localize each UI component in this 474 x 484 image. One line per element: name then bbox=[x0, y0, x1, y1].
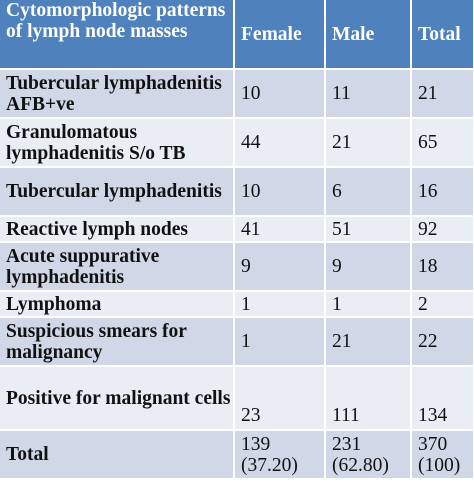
total-row: Total 139 (37.20) 231 (62.80) 370 (100) bbox=[0, 430, 474, 480]
male-cell: 1 bbox=[325, 291, 412, 318]
header-row: Cytomorphologic patterns of lymph node m… bbox=[0, 0, 474, 70]
male-total-count: 231 bbox=[332, 433, 362, 455]
total-cell: 65 bbox=[411, 118, 474, 168]
table-row: Granulomatous lymphadenitis S/o TB 44 21… bbox=[0, 118, 474, 168]
header-female: Female bbox=[234, 0, 326, 70]
header-pattern: Cytomorphologic patterns of lymph node m… bbox=[0, 0, 235, 70]
male-cell: 11 bbox=[325, 69, 412, 119]
female-total-count: 139 bbox=[241, 433, 271, 455]
male-cell: 6 bbox=[325, 167, 412, 217]
row-label: Granulomatous lymphadenitis S/o TB bbox=[0, 118, 235, 168]
row-label: Suspicious smears for malignancy bbox=[0, 317, 235, 367]
row-label: Tubercular lymphadenitis bbox=[0, 167, 235, 217]
female-total-cell: 139 (37.20) bbox=[234, 430, 326, 480]
female-cell: 44 bbox=[234, 118, 326, 168]
male-total-percent: (62.80) bbox=[332, 454, 389, 476]
table-row: Positive for malignant cells 23 111 134 bbox=[0, 366, 474, 431]
table-row: Reactive lymph nodes 41 51 92 bbox=[0, 216, 474, 243]
row-label: Acute suppurative lymphadenitis bbox=[0, 242, 235, 292]
total-cell: 21 bbox=[411, 69, 474, 119]
row-label: Tubercular lymphadenitis AFB+ve bbox=[0, 69, 235, 119]
grand-total-percent: (100) bbox=[418, 454, 461, 476]
table-row: Tubercular lymphadenitis 10 6 16 bbox=[0, 167, 474, 217]
female-cell: 10 bbox=[234, 69, 326, 119]
male-cell: 21 bbox=[325, 118, 412, 168]
header-male: Male bbox=[325, 0, 412, 70]
grand-total-count: 370 bbox=[418, 433, 448, 455]
table-row: Tubercular lymphadenitis AFB+ve 10 11 21 bbox=[0, 69, 474, 119]
male-cell: 9 bbox=[325, 242, 412, 292]
female-cell: 10 bbox=[234, 167, 326, 217]
table-row: Lymphoma 1 1 2 bbox=[0, 291, 474, 318]
female-cell: 1 bbox=[234, 317, 326, 367]
total-cell: 92 bbox=[411, 216, 474, 243]
total-label: Total bbox=[0, 430, 235, 480]
row-label: Positive for malignant cells bbox=[0, 366, 235, 431]
table-row: Acute suppurative lymphadenitis 9 9 18 bbox=[0, 242, 474, 292]
male-cell: 111 bbox=[325, 366, 412, 431]
row-label: Lymphoma bbox=[0, 291, 235, 318]
header-total: Total bbox=[411, 0, 474, 70]
female-total-percent: (37.20) bbox=[241, 454, 298, 476]
male-cell: 21 bbox=[325, 317, 412, 367]
table-row: Suspicious smears for malignancy 1 21 22 bbox=[0, 317, 474, 367]
total-cell: 134 bbox=[411, 366, 474, 431]
female-cell: 41 bbox=[234, 216, 326, 243]
male-cell: 51 bbox=[325, 216, 412, 243]
male-total-cell: 231 (62.80) bbox=[325, 430, 412, 480]
total-cell: 16 bbox=[411, 167, 474, 217]
female-cell: 23 bbox=[234, 366, 326, 431]
row-label: Reactive lymph nodes bbox=[0, 216, 235, 243]
total-cell: 22 bbox=[411, 317, 474, 367]
grand-total-cell: 370 (100) bbox=[411, 430, 474, 480]
female-cell: 1 bbox=[234, 291, 326, 318]
total-cell: 2 bbox=[411, 291, 474, 318]
female-cell: 9 bbox=[234, 242, 326, 292]
total-cell: 18 bbox=[411, 242, 474, 292]
